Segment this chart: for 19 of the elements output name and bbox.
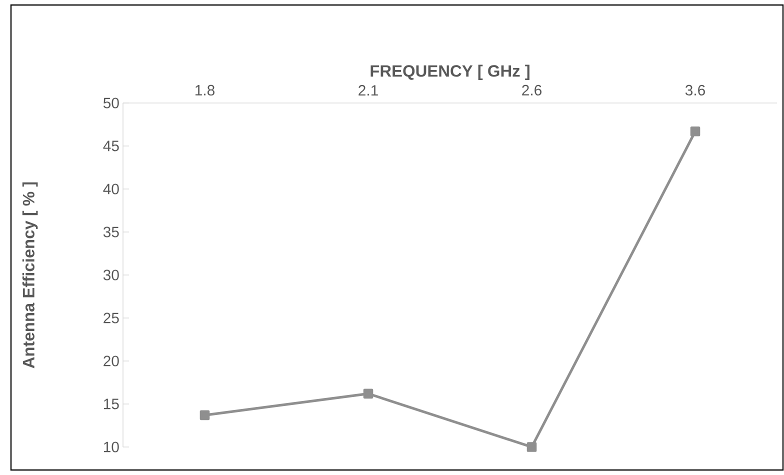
point — [200, 410, 210, 420]
y-tick-label: 40 — [103, 184, 119, 194]
x-axis-title: FREQUENCY [ GHz ] — [370, 64, 530, 80]
point — [690, 126, 700, 136]
x-tick-label: 2.6 — [522, 84, 542, 96]
y-tick-label: 20 — [104, 356, 119, 366]
y-tick-label: 45 — [103, 140, 119, 152]
y-tick-label: 35 — [103, 226, 119, 238]
point — [526, 442, 537, 452]
y-tick-label: 30 — [103, 270, 119, 280]
point — [363, 388, 374, 399]
y-tick-label: 10 — [104, 442, 119, 452]
y-tick-label: 50 — [103, 98, 119, 108]
y-axis-title: Antenna Efficiency [ % ] — [22, 182, 38, 368]
x-tick-label: 1.8 — [196, 84, 214, 96]
y-tick-label: 25 — [104, 312, 119, 324]
x-tick-label: 2.1 — [358, 85, 378, 96]
y-tick-label: 15 — [104, 398, 119, 410]
x-tick-label: 3.6 — [685, 84, 705, 96]
